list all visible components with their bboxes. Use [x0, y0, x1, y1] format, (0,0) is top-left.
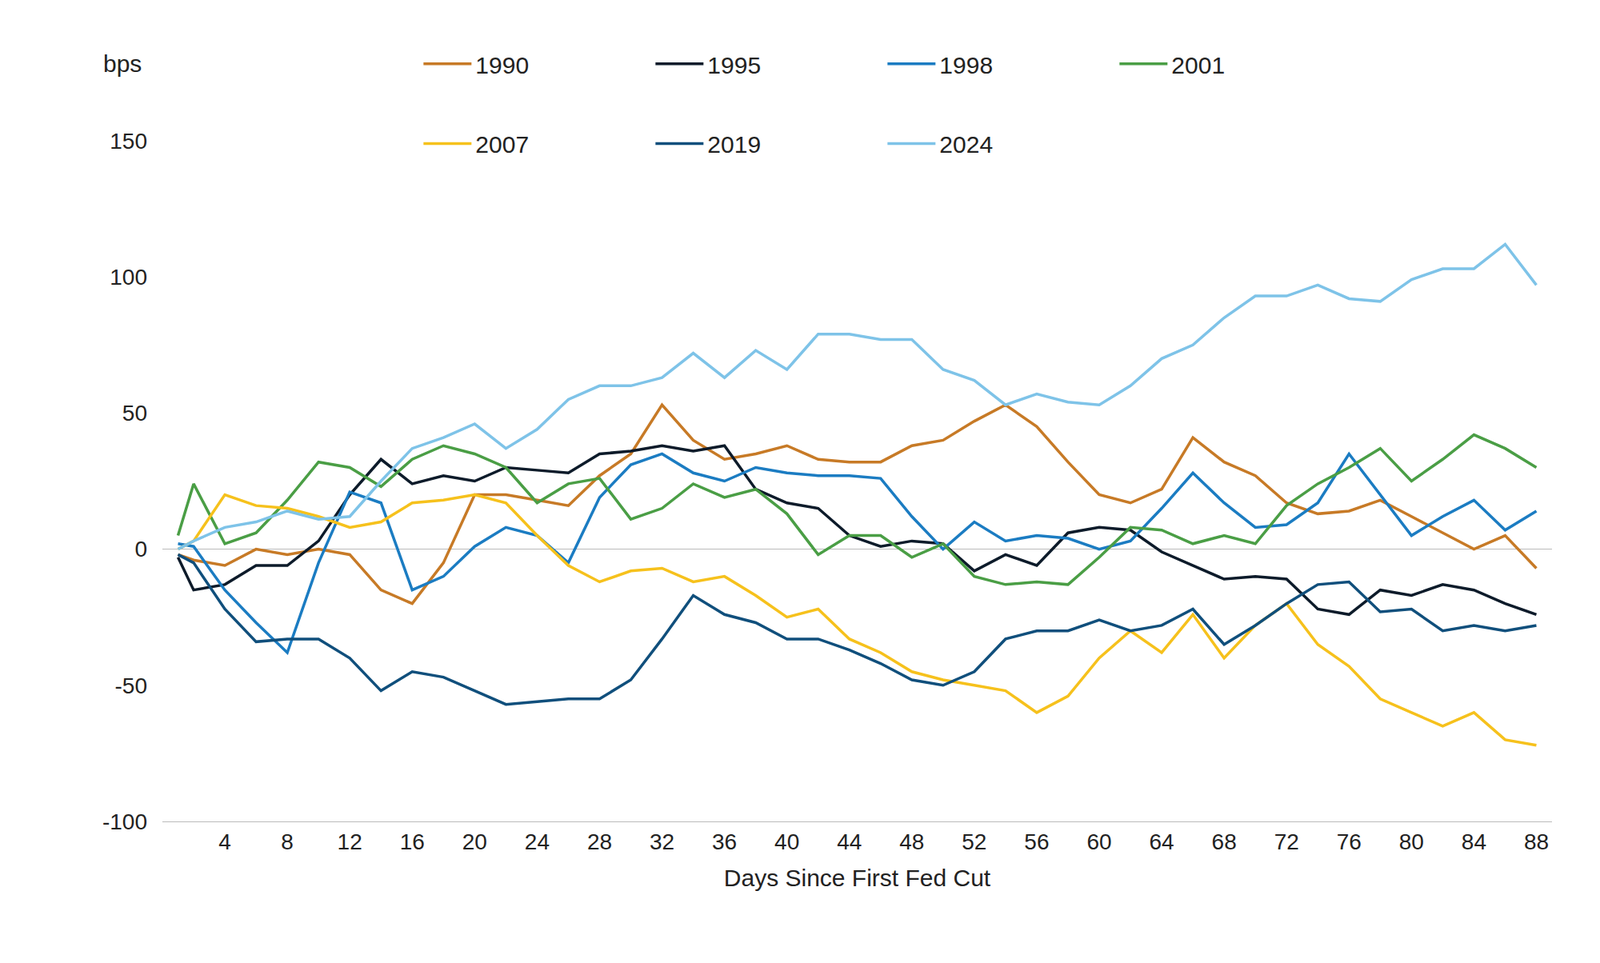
svg-text:2007: 2007 — [475, 131, 529, 158]
svg-text:20: 20 — [462, 829, 488, 855]
svg-text:0: 0 — [134, 536, 148, 562]
svg-text:1995: 1995 — [707, 52, 761, 79]
svg-text:76: 76 — [1336, 829, 1362, 855]
svg-text:68: 68 — [1212, 829, 1237, 855]
svg-text:8: 8 — [280, 829, 294, 855]
svg-text:4: 4 — [218, 829, 232, 855]
svg-text:-50: -50 — [115, 673, 148, 699]
svg-text:1990: 1990 — [475, 52, 529, 79]
svg-text:84: 84 — [1461, 829, 1487, 855]
svg-text:64: 64 — [1149, 829, 1175, 855]
svg-text:-100: -100 — [102, 809, 148, 835]
svg-text:16: 16 — [400, 829, 425, 855]
svg-text:72: 72 — [1274, 829, 1300, 855]
svg-text:40: 40 — [774, 829, 800, 855]
svg-text:60: 60 — [1086, 829, 1112, 855]
svg-text:2019: 2019 — [707, 131, 761, 158]
svg-text:bps: bps — [103, 50, 142, 77]
svg-text:2001: 2001 — [1171, 52, 1225, 79]
svg-text:36: 36 — [712, 829, 737, 855]
svg-text:44: 44 — [836, 829, 862, 855]
svg-text:28: 28 — [587, 829, 612, 855]
svg-text:1998: 1998 — [939, 52, 993, 79]
svg-text:50: 50 — [122, 400, 148, 426]
svg-text:12: 12 — [337, 829, 363, 855]
svg-text:2024: 2024 — [939, 131, 993, 158]
svg-text:52: 52 — [961, 829, 987, 855]
svg-text:88: 88 — [1524, 829, 1549, 855]
svg-text:32: 32 — [649, 829, 675, 855]
svg-text:100: 100 — [109, 264, 148, 290]
svg-text:24: 24 — [524, 829, 550, 855]
svg-text:Days Since First Fed Cut: Days Since First Fed Cut — [724, 864, 992, 892]
svg-text:150: 150 — [109, 128, 148, 154]
svg-text:48: 48 — [899, 829, 924, 855]
svg-text:56: 56 — [1024, 829, 1049, 855]
svg-text:80: 80 — [1399, 829, 1424, 855]
